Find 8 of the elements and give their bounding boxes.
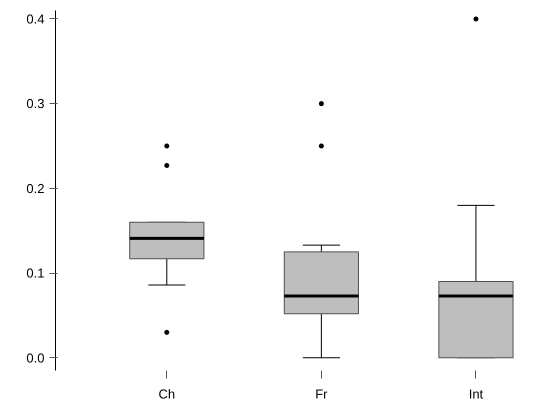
x-tick-label: Ch <box>158 386 176 402</box>
y-tick-label: 0.2 <box>26 180 45 196</box>
x-tick-label: Int <box>468 386 484 402</box>
x-tick-label: Fr <box>315 386 328 402</box>
y-tick-label: 0.3 <box>26 96 45 112</box>
y-tick-label: 0.1 <box>26 266 45 281</box>
y-tick-label: 0.0 <box>26 350 45 366</box>
y-tick-label: 0.4 <box>26 11 45 26</box>
